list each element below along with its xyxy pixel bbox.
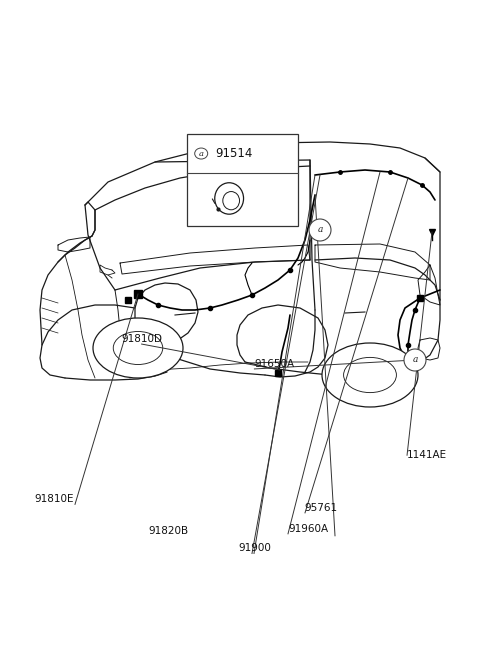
Text: 91820B: 91820B [149,526,189,536]
Text: a: a [199,149,204,158]
Text: a: a [412,356,418,364]
Text: a: a [317,225,323,234]
Ellipse shape [215,183,243,214]
Ellipse shape [93,318,183,378]
Ellipse shape [404,349,426,371]
Text: 91810E: 91810E [35,495,74,504]
Ellipse shape [322,343,418,407]
Ellipse shape [309,219,331,241]
Text: 91900: 91900 [238,544,271,553]
Text: 91514: 91514 [215,147,252,160]
Text: 91810D: 91810D [121,334,162,344]
Ellipse shape [344,358,396,392]
Text: 95761: 95761 [305,503,338,513]
Text: 1141AE: 1141AE [407,450,447,460]
Text: 91960A: 91960A [288,524,328,534]
Ellipse shape [113,331,163,364]
Bar [187,134,298,226]
Ellipse shape [223,191,240,210]
Text: 91650A: 91650A [254,359,295,369]
Ellipse shape [195,148,208,159]
